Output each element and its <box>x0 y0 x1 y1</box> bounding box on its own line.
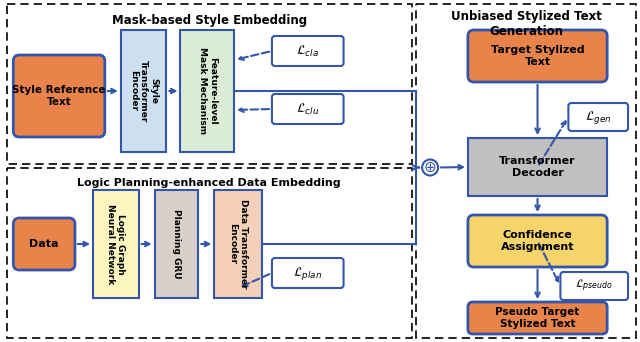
Text: $\mathcal{L}_{clu}$: $\mathcal{L}_{clu}$ <box>296 102 319 117</box>
Text: Data Transformer
Encoder: Data Transformer Encoder <box>228 199 248 289</box>
Text: Data: Data <box>29 239 59 249</box>
FancyBboxPatch shape <box>13 218 75 270</box>
Text: $\mathcal{L}_{gen}$: $\mathcal{L}_{gen}$ <box>585 108 612 126</box>
FancyBboxPatch shape <box>272 94 344 124</box>
Text: Style Reference
Text: Style Reference Text <box>12 85 106 107</box>
FancyBboxPatch shape <box>468 302 607 334</box>
Text: $\oplus$: $\oplus$ <box>424 160 436 175</box>
Text: $\mathcal{L}_{plan}$: $\mathcal{L}_{plan}$ <box>293 264 323 281</box>
FancyBboxPatch shape <box>568 103 628 131</box>
FancyBboxPatch shape <box>272 36 344 66</box>
Bar <box>180 30 234 152</box>
Text: Logic Graph
Neural Network: Logic Graph Neural Network <box>106 204 125 284</box>
Text: Planning GRU: Planning GRU <box>172 209 181 279</box>
Text: Feature-level
Mask Mechanism: Feature-level Mask Mechanism <box>198 48 217 134</box>
Bar <box>121 30 166 152</box>
FancyBboxPatch shape <box>561 272 628 300</box>
FancyBboxPatch shape <box>468 215 607 267</box>
Bar <box>416 4 636 338</box>
FancyBboxPatch shape <box>13 55 105 137</box>
Text: Unbiased Stylized Text
Generation: Unbiased Stylized Text Generation <box>451 10 602 38</box>
Text: Target Stylized
Text: Target Stylized Text <box>491 45 584 67</box>
Text: Confidence
Assignment: Confidence Assignment <box>500 230 574 252</box>
Bar <box>468 138 607 196</box>
Bar <box>7 4 412 164</box>
Bar <box>214 190 262 298</box>
Text: $\mathcal{L}_{pseudo}$: $\mathcal{L}_{pseudo}$ <box>575 278 613 294</box>
FancyBboxPatch shape <box>272 258 344 288</box>
Text: Transformer
Decoder: Transformer Decoder <box>499 156 576 178</box>
Bar <box>7 168 412 338</box>
Text: Style
Transformer
Encoder: Style Transformer Encoder <box>129 60 159 122</box>
Text: Pseudo Target
Stylized Text: Pseudo Target Stylized Text <box>495 307 580 329</box>
FancyBboxPatch shape <box>468 30 607 82</box>
Bar <box>154 190 198 298</box>
Bar <box>93 190 139 298</box>
Text: Logic Planning-enhanced Data Embedding: Logic Planning-enhanced Data Embedding <box>77 178 341 188</box>
Text: Mask-based Style Embedding: Mask-based Style Embedding <box>112 14 307 27</box>
Text: $\mathcal{L}_{cla}$: $\mathcal{L}_{cla}$ <box>296 43 319 58</box>
